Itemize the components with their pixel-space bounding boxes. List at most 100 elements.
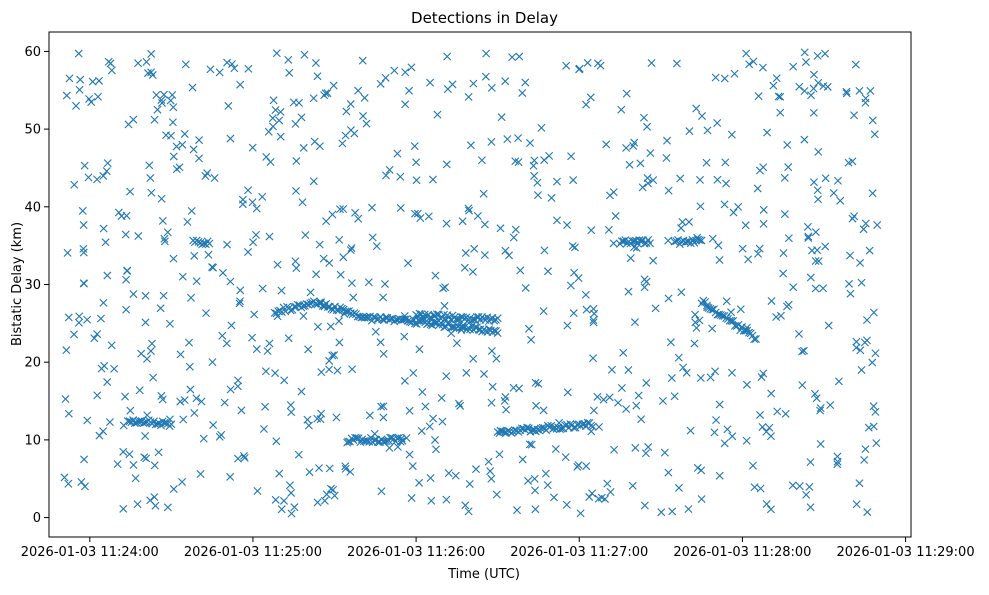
- data-point: [332, 306, 341, 315]
- data-point: [289, 98, 298, 107]
- data-point: [480, 220, 489, 229]
- data-point: [333, 366, 342, 375]
- data-point: [322, 490, 331, 499]
- data-point: [196, 470, 205, 478]
- data-point: [803, 222, 812, 231]
- data-point: [330, 351, 339, 360]
- data-point: [508, 53, 517, 62]
- data-point: [501, 393, 510, 402]
- data-point: [291, 186, 300, 195]
- data-point: [76, 75, 85, 84]
- data-point: [509, 383, 518, 392]
- data-point: [602, 140, 611, 149]
- data-point: [611, 212, 620, 221]
- data-point: [713, 175, 722, 184]
- data-point: [444, 469, 453, 478]
- data-point: [679, 363, 688, 372]
- data-point: [103, 271, 112, 280]
- data-point: [284, 334, 293, 343]
- y-tick-label: 30: [24, 278, 41, 293]
- data-point: [451, 471, 460, 480]
- data-point: [223, 58, 232, 67]
- data-point: [488, 382, 497, 391]
- data-point: [610, 445, 619, 454]
- data-point: [166, 96, 175, 105]
- data-point: [811, 284, 820, 293]
- data-point: [477, 156, 486, 165]
- data-point: [347, 244, 356, 253]
- data-point: [649, 256, 658, 265]
- data-point: [313, 498, 322, 507]
- data-point: [300, 50, 309, 59]
- data-point: [767, 389, 776, 398]
- y-tick-label: 0: [33, 511, 41, 526]
- data-point: [521, 78, 530, 87]
- data-point: [693, 233, 702, 242]
- data-point: [317, 368, 326, 377]
- data-point: [84, 173, 93, 182]
- data-point: [471, 323, 480, 332]
- data-point: [605, 393, 614, 402]
- data-point: [715, 400, 724, 409]
- data-point: [799, 346, 808, 355]
- data-point: [541, 469, 550, 478]
- data-point: [868, 116, 877, 125]
- data-point: [424, 212, 433, 221]
- data-point: [490, 316, 499, 325]
- data-point: [379, 402, 388, 411]
- data-point: [131, 474, 140, 483]
- data-point: [275, 116, 284, 125]
- data-point: [407, 63, 416, 72]
- data-point: [276, 132, 285, 141]
- data-point: [190, 251, 199, 260]
- data-point: [501, 246, 510, 255]
- data-point: [268, 114, 277, 123]
- data-point: [758, 422, 767, 431]
- data-point: [784, 234, 793, 243]
- data-point: [864, 423, 873, 432]
- data-point: [137, 349, 146, 358]
- data-point: [632, 401, 641, 410]
- data-point: [250, 310, 259, 319]
- data-point: [275, 469, 284, 478]
- data-point: [425, 422, 434, 431]
- data-point: [179, 415, 188, 424]
- data-point: [599, 395, 608, 404]
- data-point: [83, 416, 92, 425]
- data-point: [165, 415, 174, 424]
- data-point: [348, 365, 357, 374]
- data-point: [534, 379, 543, 388]
- data-point: [421, 402, 430, 411]
- data-point: [401, 68, 410, 77]
- data-point: [823, 82, 832, 91]
- data-point: [244, 248, 253, 257]
- data-point: [593, 392, 602, 401]
- data-point: [364, 278, 373, 287]
- data-point: [834, 377, 843, 386]
- data-point: [252, 204, 261, 213]
- data-point: [487, 474, 496, 483]
- data-point: [813, 186, 822, 195]
- data-point: [819, 284, 828, 293]
- data-point: [788, 481, 797, 490]
- data-point: [628, 481, 637, 490]
- data-point: [462, 368, 471, 377]
- data-point: [315, 240, 324, 249]
- data-point: [824, 321, 833, 330]
- data-point: [157, 194, 166, 203]
- data-point: [531, 486, 540, 495]
- data-point: [80, 455, 89, 464]
- data-point: [691, 318, 700, 327]
- data-point: [265, 232, 274, 241]
- y-axis: 0 10 20 30 40 50 60: [24, 45, 49, 526]
- data-point: [346, 100, 355, 109]
- data-point: [619, 348, 628, 357]
- data-point: [186, 385, 195, 394]
- data-point: [168, 90, 177, 99]
- data-point: [390, 66, 399, 75]
- data-point: [265, 339, 274, 348]
- data-point: [277, 505, 286, 514]
- data-point: [190, 409, 199, 417]
- data-point: [160, 234, 169, 243]
- data-point: [562, 61, 571, 70]
